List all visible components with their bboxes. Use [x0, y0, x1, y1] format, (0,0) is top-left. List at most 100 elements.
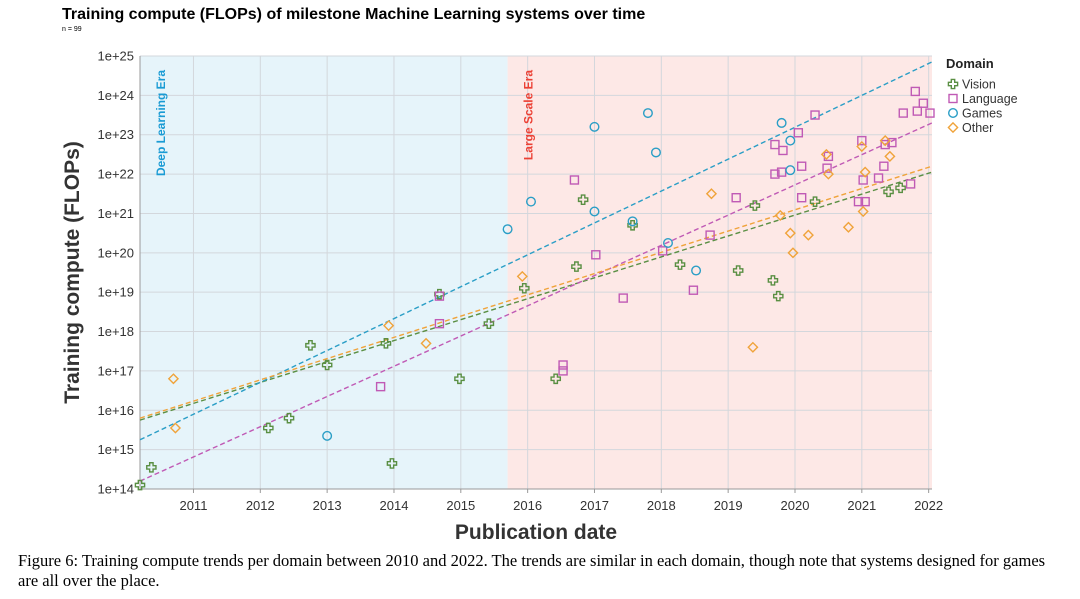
data-point-language: [434, 291, 445, 301]
y-tick-label: 1e+21: [97, 206, 134, 221]
data-point-other: [879, 135, 891, 147]
trend-line-vision: [139, 171, 933, 421]
data-point-vision: [571, 261, 582, 272]
data-point-language: [822, 163, 832, 173]
y-axis-title: Training compute (FLOPs): [61, 141, 84, 404]
data-point-language: [910, 86, 920, 97]
x-tick-label: 2014: [380, 498, 409, 513]
data-point-vision: [263, 422, 274, 434]
data-point-vision: [519, 282, 530, 294]
x-tick-label: 2021: [847, 498, 876, 513]
data-point-other: [842, 221, 855, 233]
data-point-language: [434, 318, 445, 329]
trend-line-other: [139, 165, 933, 419]
data-point-language: [776, 167, 787, 177]
x-tick-label: 2018: [647, 498, 676, 513]
data-point-vision: [772, 290, 784, 302]
data-point-language: [569, 175, 580, 185]
data-point-other: [856, 140, 868, 153]
data-point-games: [322, 430, 333, 441]
y-tick-label: 1e+17: [97, 363, 134, 378]
data-point-vision: [749, 200, 761, 211]
x-axis-title: Publication date: [455, 521, 617, 544]
chart-subtitle: n = 99: [62, 26, 82, 33]
data-point-language: [858, 175, 868, 185]
legend-label-games: Games: [962, 107, 1002, 121]
x-tick-label: 2011: [179, 498, 207, 513]
data-point-language: [705, 230, 715, 240]
data-point-language: [618, 293, 628, 303]
chart-title: Training compute (FLOPs) of milestone Ma…: [62, 6, 646, 23]
data-point-language: [918, 98, 929, 108]
data-point-language: [925, 108, 935, 118]
data-point-language: [558, 360, 568, 370]
legend-marker-games: [948, 107, 959, 118]
data-point-vision: [809, 196, 821, 207]
data-point-other: [774, 209, 786, 222]
y-tick-label: 1e+23: [97, 127, 134, 142]
data-point-vision: [134, 479, 146, 491]
legend-label-vision: Vision: [962, 78, 996, 92]
data-point-other: [859, 166, 871, 178]
data-point-language: [591, 250, 601, 260]
data-point-language: [796, 193, 807, 203]
data-point-language: [558, 366, 568, 376]
era-band-1: [507, 56, 932, 489]
trend-line-language: [139, 122, 933, 482]
data-point-games: [589, 206, 600, 217]
data-point-games: [650, 147, 661, 158]
y-tick-label: 1e+19: [97, 285, 134, 300]
data-point-vision: [550, 373, 562, 385]
data-point-vision: [386, 458, 398, 469]
data-point-vision: [883, 186, 894, 198]
x-tick-label: 2012: [246, 498, 275, 513]
data-point-language: [793, 128, 804, 138]
data-point-games: [776, 117, 787, 128]
y-tick-label: 1e+20: [97, 245, 134, 260]
y-tick-label: 1e+22: [97, 167, 134, 182]
data-point-language: [770, 139, 780, 150]
data-point-vision: [483, 318, 495, 329]
data-point-language: [853, 196, 864, 207]
data-point-language: [879, 161, 889, 171]
data-point-language: [375, 381, 386, 392]
legend-marker-vision: [947, 78, 959, 90]
figure-caption: Figure 6: Training compute trends per do…: [18, 551, 1046, 590]
data-point-games: [691, 265, 702, 276]
data-point-vision: [305, 340, 316, 351]
data-point-games: [502, 224, 513, 235]
x-tick-label: 2013: [313, 498, 342, 513]
data-point-vision: [627, 219, 638, 231]
data-point-other: [420, 337, 432, 349]
data-point-other: [787, 247, 799, 259]
legend-label-language: Language: [962, 92, 1018, 106]
data-point-language: [657, 246, 668, 256]
data-point-vision: [732, 265, 744, 276]
era-band-0: [140, 56, 508, 489]
data-point-other: [383, 320, 395, 332]
data-point-other: [705, 188, 718, 200]
era-label-large-scale: Large Scale Era: [522, 70, 536, 160]
data-point-language: [778, 145, 788, 156]
y-tick-label: 1e+16: [97, 403, 134, 418]
data-point-other: [822, 168, 834, 180]
x-tick-label: 2019: [714, 498, 743, 513]
data-point-games: [642, 108, 653, 119]
data-point-vision: [767, 275, 779, 286]
data-point-vision: [895, 182, 906, 194]
data-point-vision: [146, 462, 157, 473]
data-point-games: [785, 135, 796, 146]
data-point-games: [627, 216, 638, 227]
x-tick-label: 2017: [580, 498, 609, 513]
data-point-language: [731, 193, 741, 203]
data-point-games: [589, 121, 600, 132]
data-point-language: [860, 196, 870, 207]
legend-title: Domain: [946, 56, 994, 71]
data-point-games: [785, 165, 796, 176]
data-point-games: [663, 237, 674, 248]
data-point-language: [873, 173, 884, 183]
era-label-deep-learning: Deep Learning Era: [154, 70, 168, 176]
data-point-vision: [321, 359, 333, 371]
data-point-vision: [577, 194, 589, 205]
data-point-vision: [283, 412, 295, 424]
